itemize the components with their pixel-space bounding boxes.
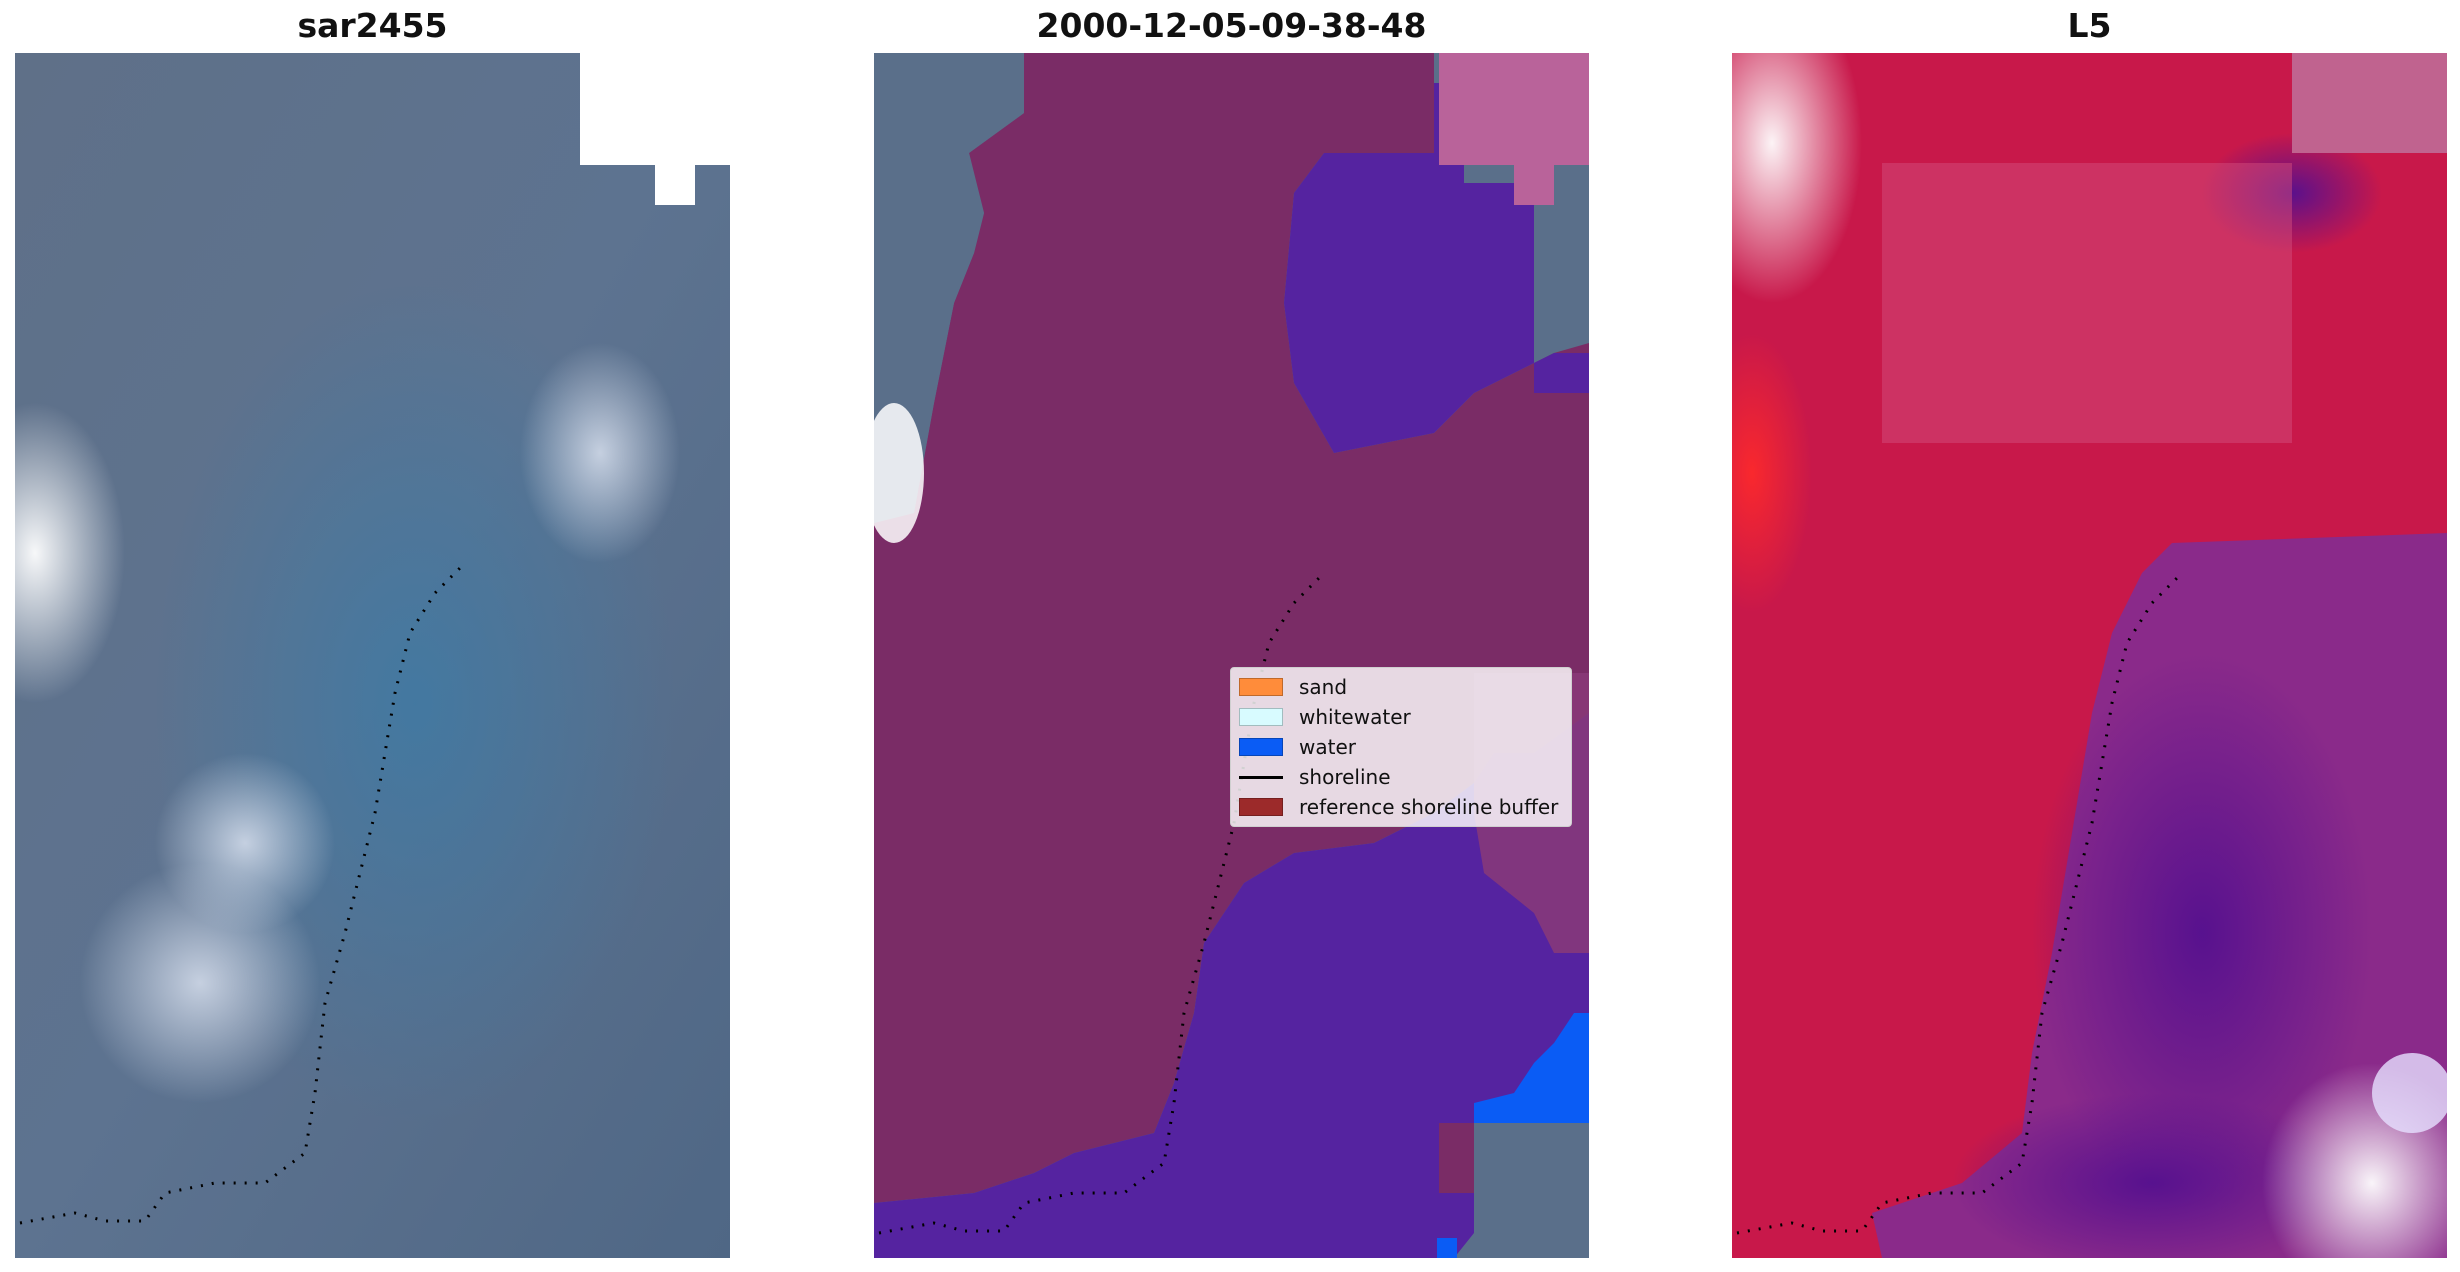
legend-label-water: water: [1299, 735, 1356, 759]
legend-label-reference-buffer: reference shoreline buffer: [1299, 795, 1559, 819]
legend-item-water: water: [1239, 734, 1356, 760]
classification-image: sand whitewater water shoreline referenc…: [874, 53, 1589, 1258]
rgb-image-svg: [15, 53, 730, 1258]
legend-item-whitewater: whitewater: [1239, 704, 1411, 730]
legend-item-shoreline: shoreline: [1239, 764, 1391, 790]
legend-swatch-reference-buffer: [1239, 798, 1283, 816]
index-svg: [1732, 53, 2447, 1258]
index-image: [1732, 53, 2447, 1258]
legend-swatch-sand: [1239, 678, 1283, 696]
legend-swatch-water: [1239, 738, 1283, 756]
panel-title-index: L5: [2067, 6, 2112, 45]
legend-item-reference-buffer: reference shoreline buffer: [1239, 794, 1558, 820]
rgb-image: [15, 53, 730, 1258]
panel-title-rgb: sar2455: [297, 6, 448, 45]
panel-title-classification: 2000-12-05-09-38-48: [1036, 6, 1427, 45]
legend-item-sand: sand: [1239, 674, 1347, 700]
legend-line-shoreline: [1239, 775, 1283, 779]
legend-swatch-whitewater: [1239, 708, 1283, 726]
legend: sand whitewater water shoreline referenc…: [1230, 667, 1572, 827]
legend-label-shoreline: shoreline: [1299, 765, 1391, 789]
legend-label-sand: sand: [1299, 675, 1348, 699]
classification-svg: [874, 53, 1589, 1258]
legend-label-whitewater: whitewater: [1299, 705, 1411, 729]
